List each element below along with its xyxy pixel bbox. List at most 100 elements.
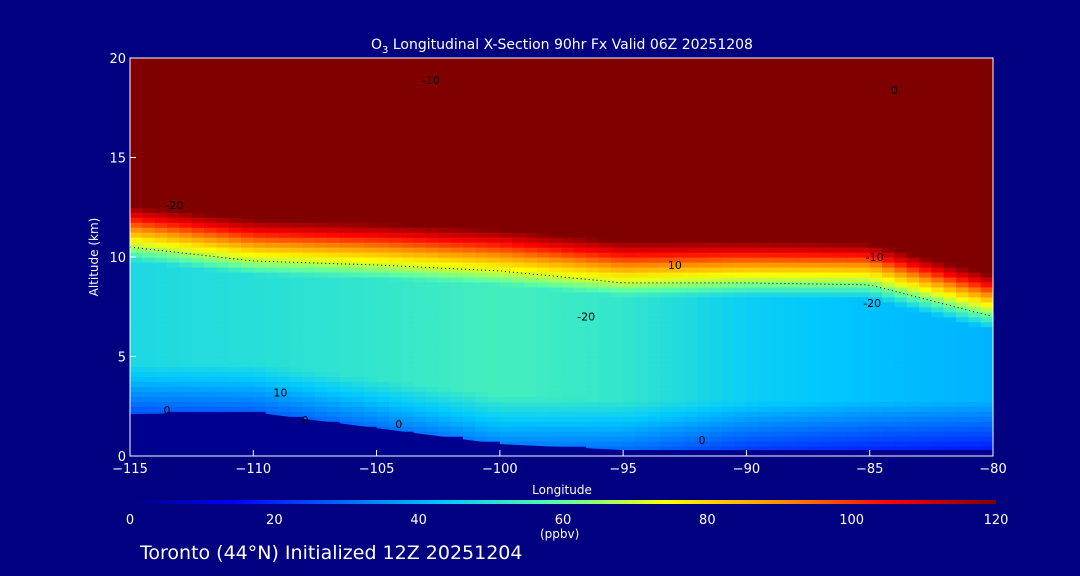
ozone-cell <box>302 242 316 248</box>
ozone-cell <box>598 232 612 238</box>
ozone-cell <box>647 127 661 134</box>
ozone-cell <box>302 321 316 328</box>
ozone-cell <box>746 261 760 268</box>
ozone-cell <box>438 276 452 283</box>
ozone-cell <box>549 227 563 233</box>
ozone-cell <box>586 227 600 233</box>
ozone-cell <box>697 257 711 263</box>
ozone-cell <box>413 281 427 288</box>
ozone-cell <box>524 436 538 442</box>
ozone-cell <box>808 247 821 253</box>
ozone-cell <box>401 286 415 293</box>
ozone-cell <box>758 366 772 373</box>
ozone-cell <box>734 351 748 358</box>
ozone-cell <box>635 242 649 248</box>
ozone-cell <box>166 217 180 223</box>
ozone-cell <box>191 247 205 253</box>
ozone-cell <box>265 266 279 273</box>
ozone-cell <box>203 331 217 338</box>
ozone-cell <box>857 102 871 109</box>
ozone-cell <box>549 58 563 64</box>
ozone-cell <box>746 271 760 278</box>
ozone-cell <box>672 301 686 308</box>
ozone-cell <box>314 162 328 169</box>
ozone-cell <box>462 132 476 139</box>
ozone-cell <box>142 406 156 412</box>
ozone-cell <box>820 291 834 298</box>
ozone-cell <box>832 421 846 427</box>
ozone-cell <box>721 157 735 164</box>
ozone-cell <box>635 366 649 373</box>
ozone-cell <box>277 252 291 258</box>
ozone-cell <box>808 306 821 313</box>
ozone-cell <box>783 381 797 387</box>
ozone-cell <box>610 87 624 94</box>
ozone-cell <box>462 227 476 233</box>
ozone-cell <box>364 157 378 164</box>
ozone-cell <box>869 421 883 427</box>
ozone-cell <box>450 421 464 427</box>
ozone-cell <box>709 436 723 442</box>
ozone-cell <box>376 167 390 174</box>
ozone-cell <box>771 436 785 442</box>
ozone-cell <box>364 87 378 94</box>
ozone-cell <box>857 252 871 258</box>
ozone-cell <box>746 152 760 159</box>
ozone-cell <box>845 306 858 313</box>
ozone-cell <box>512 58 526 64</box>
ozone-cell <box>734 421 748 427</box>
ozone-cell <box>672 441 686 447</box>
ozone-cell <box>709 177 723 183</box>
ozone-cell <box>265 401 279 407</box>
ozone-cell <box>721 421 735 427</box>
ozone-cell <box>672 142 686 149</box>
ozone-cell <box>438 266 452 273</box>
ozone-cell <box>425 266 439 273</box>
ozone-cell <box>425 172 439 178</box>
ozone-cell <box>882 162 895 169</box>
ozone-cell <box>869 356 883 363</box>
ozone-cell <box>598 291 612 298</box>
ozone-cell <box>869 371 883 377</box>
ozone-cell <box>734 296 748 303</box>
ozone-cell <box>524 72 538 79</box>
ozone-cell <box>524 391 538 397</box>
ozone-cell <box>388 321 402 328</box>
ozone-cell <box>647 252 661 258</box>
ozone-cell <box>746 212 760 218</box>
ozone-cell <box>758 396 772 402</box>
ozone-cell <box>413 366 427 373</box>
ozone-cell <box>154 316 168 323</box>
ozone-cell <box>721 137 735 144</box>
ozone-cell <box>290 82 304 89</box>
ozone-cell <box>450 58 464 64</box>
ozone-cell <box>808 346 821 353</box>
ozone-cell <box>524 336 538 343</box>
ozone-cell <box>339 401 353 407</box>
ozone-cell <box>586 336 600 343</box>
ozone-cell <box>228 227 242 233</box>
ozone-cell <box>240 237 254 243</box>
ozone-cell <box>697 82 711 89</box>
ozone-cell <box>857 197 871 203</box>
ozone-cell <box>438 316 452 323</box>
ozone-cell <box>401 257 415 263</box>
ozone-cell <box>647 301 661 308</box>
ozone-cell <box>623 192 637 198</box>
ozone-cell <box>832 316 846 323</box>
ozone-cell <box>598 112 612 119</box>
ozone-cell <box>573 356 587 363</box>
ozone-cell <box>832 177 846 183</box>
ozone-cell <box>586 326 600 333</box>
ozone-cell <box>734 242 748 248</box>
ozone-cell <box>438 386 452 392</box>
ozone-cell <box>388 197 402 203</box>
ozone-cell <box>388 122 402 129</box>
ozone-cell <box>610 336 624 343</box>
ozone-cell <box>697 351 711 358</box>
ozone-cell <box>228 197 242 203</box>
ozone-cell <box>524 102 538 109</box>
ozone-cell <box>882 276 895 283</box>
ozone-cell <box>832 371 846 377</box>
ozone-cell <box>524 311 538 318</box>
